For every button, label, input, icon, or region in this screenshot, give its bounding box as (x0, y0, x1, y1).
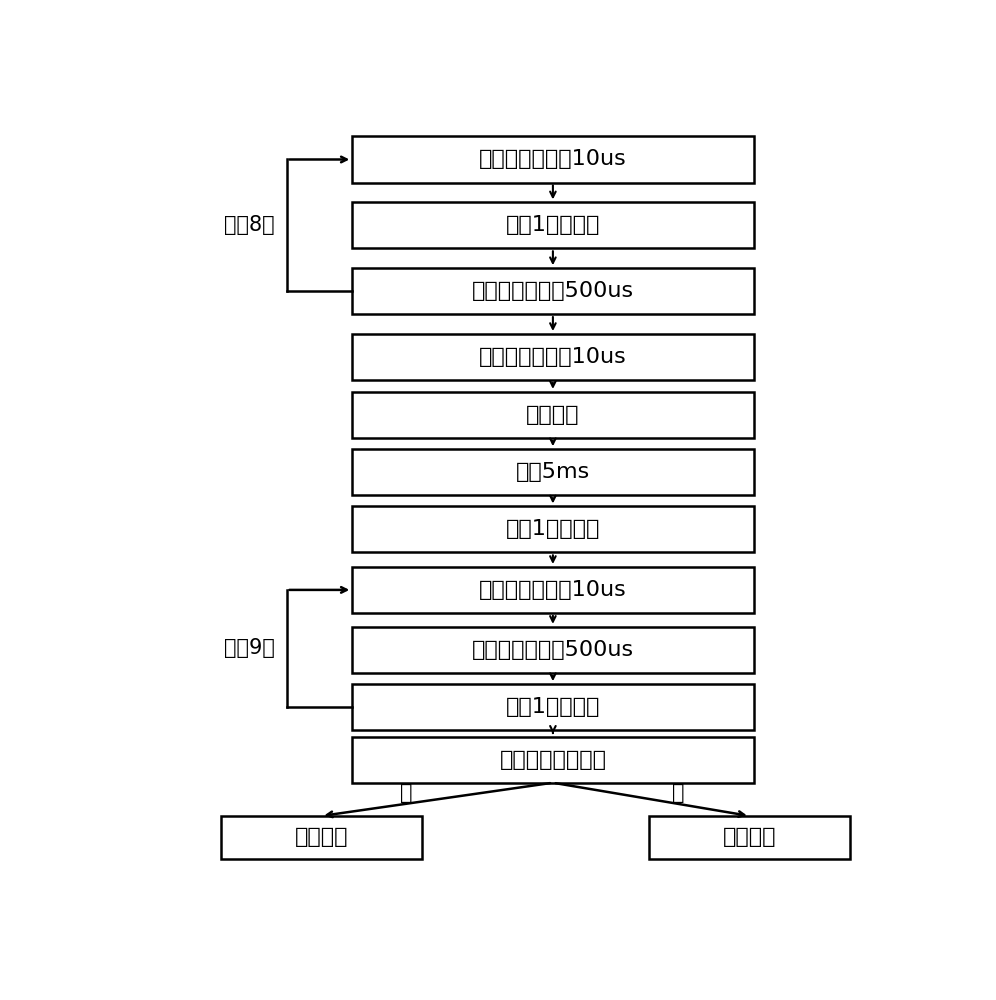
Bar (649, 816, 850, 859)
Text: 接收1比特数据: 接收1比特数据 (506, 519, 601, 539)
Text: 延时5ms: 延时5ms (516, 462, 590, 482)
Text: 时钟拉低，延时10us: 时钟拉低，延时10us (479, 580, 626, 600)
Text: 否: 否 (400, 783, 412, 803)
Text: 通信完成: 通信完成 (723, 827, 777, 847)
Text: 通信失败: 通信失败 (295, 827, 348, 847)
Text: 时钟拉高: 时钟拉高 (526, 405, 580, 425)
Text: 时钟拉低，延时10us: 时钟拉低，延时10us (479, 347, 626, 367)
Bar (353, 136, 754, 183)
Bar (353, 449, 754, 495)
Text: 时钟拉高，延时500us: 时钟拉高，延时500us (472, 640, 634, 660)
Text: 时钟拉高，延时500us: 时钟拉高，延时500us (472, 281, 634, 301)
Text: 输出1比特数据: 输出1比特数据 (506, 215, 601, 235)
Bar (353, 627, 754, 673)
Text: 解析数据是否合法: 解析数据是否合法 (499, 750, 607, 770)
Text: 循环9次: 循环9次 (224, 638, 275, 658)
Text: 循环8次: 循环8次 (224, 215, 275, 235)
Bar (353, 334, 754, 380)
Bar (353, 567, 754, 613)
Bar (353, 684, 754, 730)
Bar (353, 268, 754, 314)
Bar (353, 506, 754, 552)
Text: 是: 是 (672, 783, 684, 803)
Text: 时钟拉低，延时10us: 时钟拉低，延时10us (479, 149, 626, 169)
Bar (353, 202, 754, 248)
Bar (221, 816, 421, 859)
Text: 接收1比特数据: 接收1比特数据 (506, 697, 601, 717)
Bar (353, 737, 754, 783)
Bar (353, 392, 754, 438)
